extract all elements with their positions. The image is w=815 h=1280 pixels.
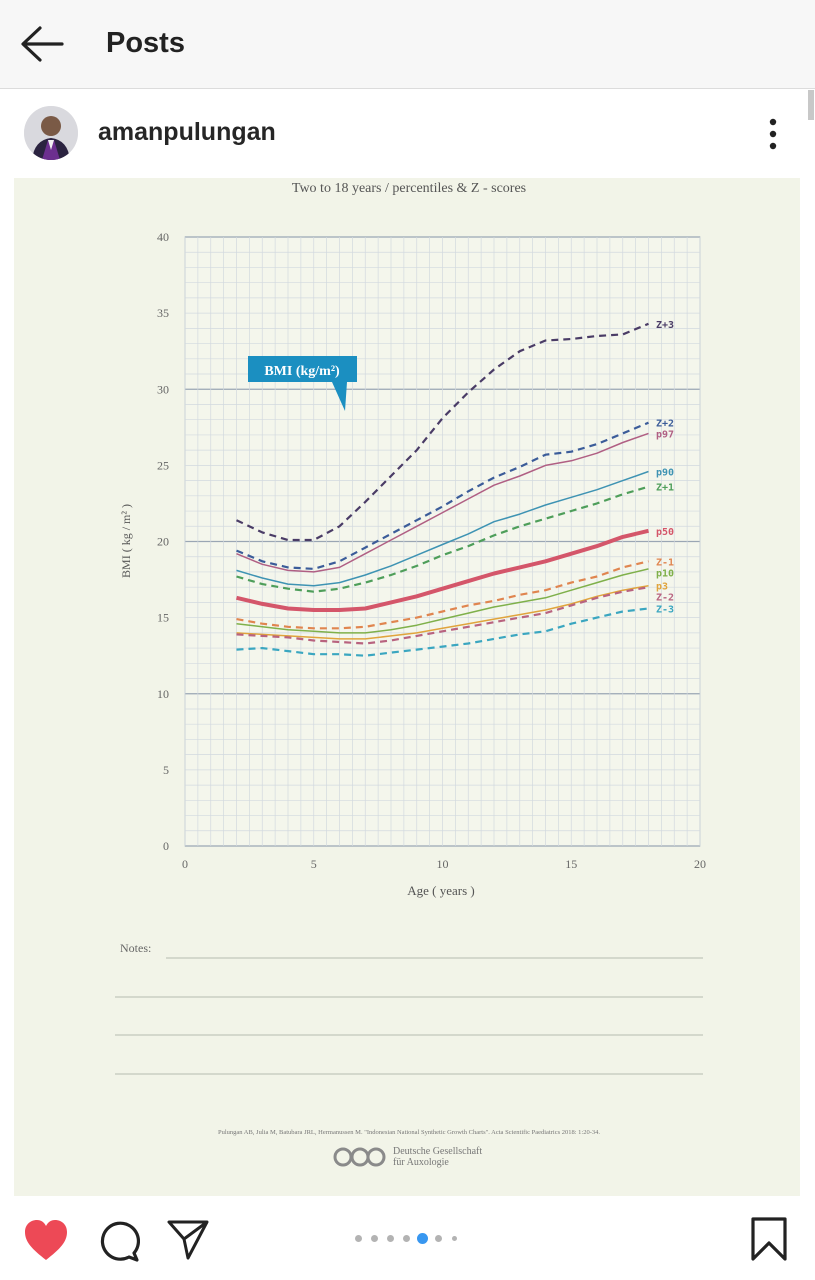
y-axis-label: BMI ( kg / m² ): [119, 504, 133, 578]
series-label: p3: [656, 582, 668, 593]
series-line-zminus3: [236, 607, 649, 657]
carousel-dot-active: [416, 1232, 428, 1244]
series-line-p3: [236, 584, 649, 640]
username[interactable]: amanpulungan: [98, 118, 276, 146]
chart-grid: [184, 236, 701, 847]
y-tick-label: 30: [157, 382, 169, 396]
chart-title: Two to 18 years / percentiles & Z - scor…: [292, 181, 526, 196]
x-tick-label: 15: [565, 857, 577, 871]
series-line-p50: [236, 528, 649, 612]
carousel-dot: [370, 1234, 378, 1242]
citation: Pulungan AB, Julia M, Batubara JRL, Herm…: [218, 1129, 600, 1136]
x-tick-label: 20: [694, 857, 706, 871]
post-action-bar: [0, 1200, 815, 1280]
top-app-bar: Posts: [0, 0, 815, 89]
arrow-left-icon: [21, 26, 64, 62]
series-line-p90: [236, 470, 649, 587]
dgfa-logo: Deutsche Gesellschaft für Auxologie: [333, 1146, 482, 1168]
share-button[interactable]: [166, 1218, 210, 1262]
notes-label: Notes:: [120, 941, 151, 955]
post-header: [0, 89, 815, 177]
series-label: Z-1: [656, 557, 674, 568]
more-options-button[interactable]: [758, 114, 788, 154]
carousel-dot: [451, 1235, 457, 1241]
x-tick-label: 5: [311, 857, 317, 871]
series-label: p10: [656, 568, 674, 579]
avatar[interactable]: [24, 106, 78, 160]
series-label: Z+3: [656, 320, 674, 331]
post-image[interactable]: Two to 18 years / percentiles & Z - scor…: [0, 178, 815, 1200]
series-label: p97: [656, 430, 674, 441]
series-label: p90: [656, 467, 674, 478]
series-line-zminus1: [236, 560, 649, 630]
carousel-indicator: [350, 1230, 470, 1246]
series-line-zplus2: [236, 421, 649, 570]
profile-photo: [24, 106, 78, 160]
bmi-callout: BMI (kg/m²): [248, 356, 357, 411]
carousel-dot: [402, 1234, 410, 1242]
logo-line-1: Deutsche Gesellschaft: [393, 1146, 482, 1157]
carousel-dot: [354, 1234, 362, 1242]
back-button[interactable]: [18, 24, 66, 64]
series-label: p50: [656, 527, 674, 538]
comment-button[interactable]: [96, 1219, 141, 1263]
series-line-p10: [236, 568, 649, 634]
x-tick-label: 0: [182, 857, 188, 871]
y-tick-label: 40: [157, 230, 169, 244]
y-tick-label: 5: [163, 763, 169, 777]
carousel-dot: [386, 1234, 394, 1242]
series-label: Z+2: [656, 419, 674, 430]
bmi-growth-chart: Two to 18 years / percentiles & Z - scor…: [14, 178, 800, 1196]
carousel-dot: [434, 1234, 442, 1242]
bmi-callout-label: BMI (kg/m²): [264, 364, 340, 379]
scrollbar[interactable]: [808, 90, 814, 120]
x-tick-label: 10: [437, 857, 449, 871]
save-button[interactable]: [748, 1216, 790, 1262]
x-axis-label: Age ( years ): [407, 883, 475, 898]
series-line-zplus3: [236, 322, 649, 542]
send-icon: [167, 1220, 209, 1260]
series-label: Z-2: [656, 593, 674, 604]
series-label: Z-3: [656, 604, 674, 615]
logo-line-2: für Auxologie: [393, 1157, 449, 1168]
page-title: Posts: [106, 27, 185, 59]
y-tick-label: 15: [157, 611, 169, 625]
chart-axes: 0 5 10 15 20 25 30 35 40 0 5 10 15 20: [157, 230, 706, 871]
series-label: Z+1: [656, 483, 674, 494]
series-line-p97: [236, 432, 649, 573]
like-button[interactable]: [22, 1218, 70, 1262]
y-tick-label: 10: [157, 687, 169, 701]
heart-icon: [25, 1220, 67, 1260]
comment-icon: [100, 1221, 141, 1262]
y-tick-label: 35: [157, 306, 169, 320]
chart-series: [236, 322, 649, 657]
y-tick-label: 20: [157, 535, 169, 549]
y-tick-label: 25: [157, 458, 169, 472]
series-line-zminus2: [236, 586, 649, 645]
y-tick-label: 0: [163, 839, 169, 853]
bookmark-icon: [751, 1217, 787, 1261]
more-vertical-icon: [769, 118, 777, 150]
